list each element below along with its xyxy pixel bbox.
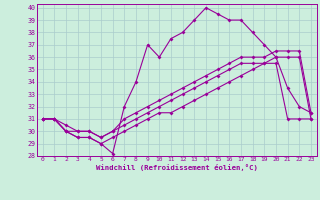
X-axis label: Windchill (Refroidissement éolien,°C): Windchill (Refroidissement éolien,°C) [96,164,258,171]
